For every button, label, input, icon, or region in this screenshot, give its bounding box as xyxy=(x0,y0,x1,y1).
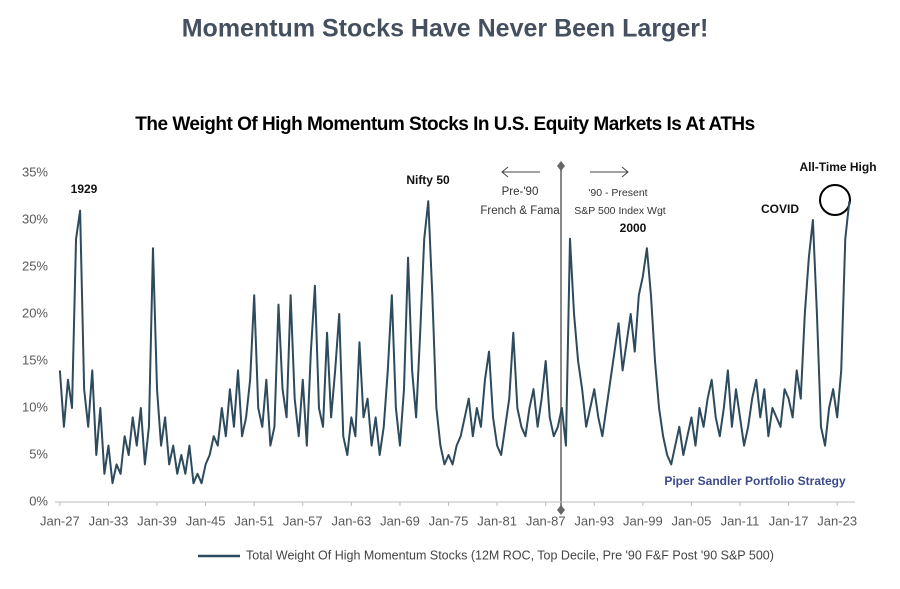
arrow-left xyxy=(501,166,540,178)
highlight-circle xyxy=(819,184,851,216)
annotation: COVID xyxy=(761,202,799,216)
x-tick-label: Jan-69 xyxy=(380,513,420,528)
divider-cap xyxy=(557,505,565,515)
x-tick-label: Jan-39 xyxy=(137,513,177,528)
y-tick-label: 5% xyxy=(29,446,48,461)
divider-cap xyxy=(557,161,565,171)
x-tick-label: Jan-05 xyxy=(672,513,712,528)
annotation: 2000 xyxy=(620,221,647,235)
annotation: '90 - Present xyxy=(588,187,647,199)
x-tick-label: Jan-51 xyxy=(234,513,274,528)
annotation: Piper Sandler Portfolio Strategy xyxy=(664,474,846,488)
annotation: Nifty 50 xyxy=(406,173,450,187)
annotation: 1929 xyxy=(71,182,98,196)
x-tick-label: Jan-11 xyxy=(721,513,760,528)
y-tick-label: 25% xyxy=(22,258,48,273)
x-tick-label: Jan-33 xyxy=(89,513,129,528)
x-tick-label: Jan-93 xyxy=(574,513,614,528)
x-tick-label: Jan-45 xyxy=(186,513,226,528)
y-tick-label: 35% xyxy=(22,164,48,179)
x-tick-label: Jan-17 xyxy=(769,513,809,528)
y-tick-label: 10% xyxy=(22,399,48,414)
x-tick-label: Jan-57 xyxy=(283,513,323,528)
y-tick-label: 20% xyxy=(22,305,48,320)
x-tick-label: Jan-63 xyxy=(331,513,371,528)
data-line xyxy=(58,200,851,485)
annotation: Pre-'90 xyxy=(502,186,539,198)
x-tick-label: Jan-27 xyxy=(40,513,80,528)
y-tick-label: 15% xyxy=(22,352,48,367)
annotation: S&P 500 Index Wgt xyxy=(574,205,666,217)
chart-subtitle: The Weight Of High Momentum Stocks In U.… xyxy=(135,114,754,135)
y-tick-label: 30% xyxy=(22,211,48,226)
x-tick-label: Jan-99 xyxy=(623,513,663,528)
annotation: All-Time High xyxy=(799,160,876,174)
annotation: French & Fama xyxy=(480,205,560,217)
x-tick-label: Jan-23 xyxy=(817,513,857,528)
chart-title: Momentum Stocks Have Never Been Larger! xyxy=(182,15,709,43)
x-tick-label: Jan-75 xyxy=(429,513,469,528)
x-tick-label: Jan-81 xyxy=(477,513,517,528)
legend-label: Total Weight Of High Momentum Stocks (12… xyxy=(246,548,774,562)
y-tick-label: 0% xyxy=(29,493,48,508)
arrow-right xyxy=(590,166,629,178)
x-tick-label: Jan-87 xyxy=(526,513,566,528)
